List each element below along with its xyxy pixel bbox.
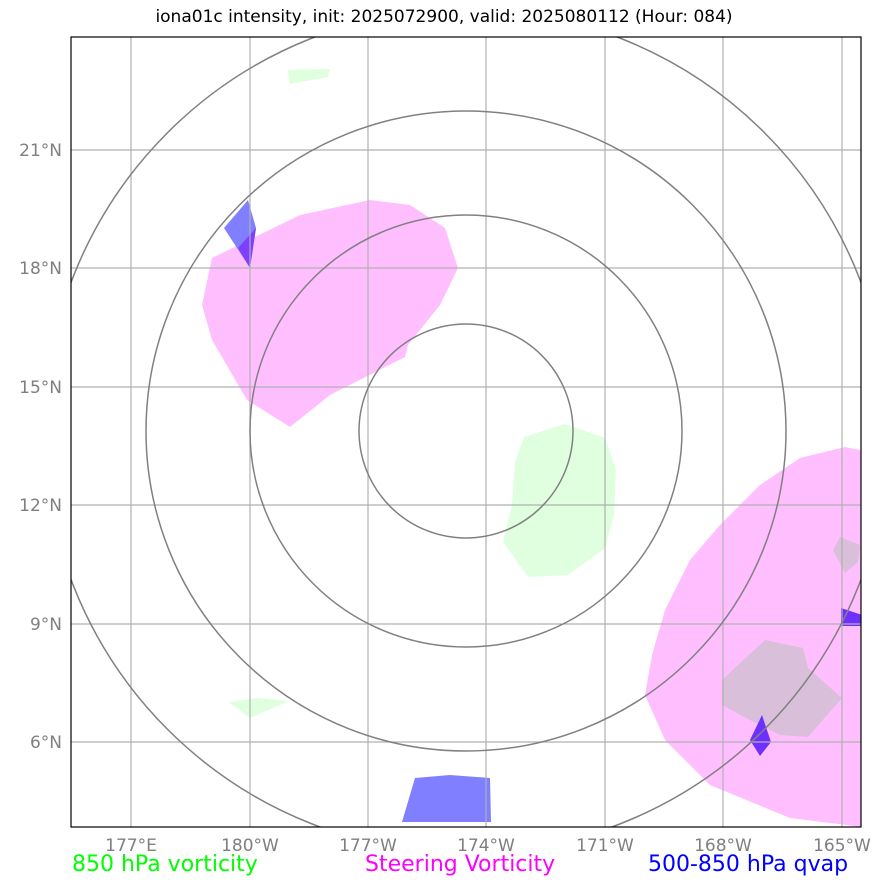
distance-ring-3 [145, 110, 787, 752]
lat-tick-label: 12°N [19, 496, 62, 516]
lon-tick-label: 177°E [105, 836, 157, 856]
vort850-area-left [229, 698, 289, 718]
vort850-fields [229, 69, 616, 718]
axes-frame [70, 36, 862, 828]
lat-tick-label: 9°N [30, 615, 62, 635]
lon-tick-label: 177°W [339, 836, 397, 856]
qvap-core-upper-left [238, 228, 256, 268]
graticule [71, 37, 861, 827]
lon-tick-label: 165°W [813, 836, 871, 856]
vort850-area-center [503, 424, 616, 577]
lat-tick-labels: 21°N 18°N 15°N 12°N 9°N 6°N [19, 141, 62, 753]
lon-tick-label: 168°W [694, 836, 752, 856]
lon-tick-labels: 177°E 180°W 177°W 174°W 171°W 168°W 165°… [105, 836, 871, 856]
distance-ring-2 [249, 214, 683, 648]
plot-title: iona01c intensity, init: 2025072900, val… [155, 7, 733, 27]
lat-tick-label: 21°N [19, 141, 62, 161]
distance-ring-1 [358, 323, 574, 539]
qvap-area-lower-right [750, 715, 771, 756]
overlap-area-large [722, 640, 842, 737]
qvap-fields [224, 200, 861, 822]
overlap-fields [722, 537, 860, 737]
lon-tick-label: 174°W [457, 836, 515, 856]
lon-tick-label: 180°W [221, 836, 279, 856]
legend-qvap: 500-850 hPa qvap [648, 852, 849, 877]
steering-area-lower-right [645, 447, 861, 827]
legend-850-vorticity: 850 hPa vorticity [72, 852, 258, 877]
vort850-area-top [288, 69, 330, 84]
lat-tick-label: 18°N [19, 259, 62, 279]
distance-rings [71, 37, 861, 827]
overlap-area-small [833, 537, 860, 573]
lat-tick-label: 6°N [30, 733, 62, 753]
legend-steering-vorticity: Steering Vorticity [365, 852, 556, 877]
steering-area-upper-left [202, 200, 458, 427]
map-area [71, 37, 861, 827]
qvap-area-right [841, 608, 861, 626]
lat-tick-label: 15°N [19, 378, 62, 398]
qvap-area-bottom [402, 775, 491, 822]
lon-tick-label: 171°W [576, 836, 634, 856]
